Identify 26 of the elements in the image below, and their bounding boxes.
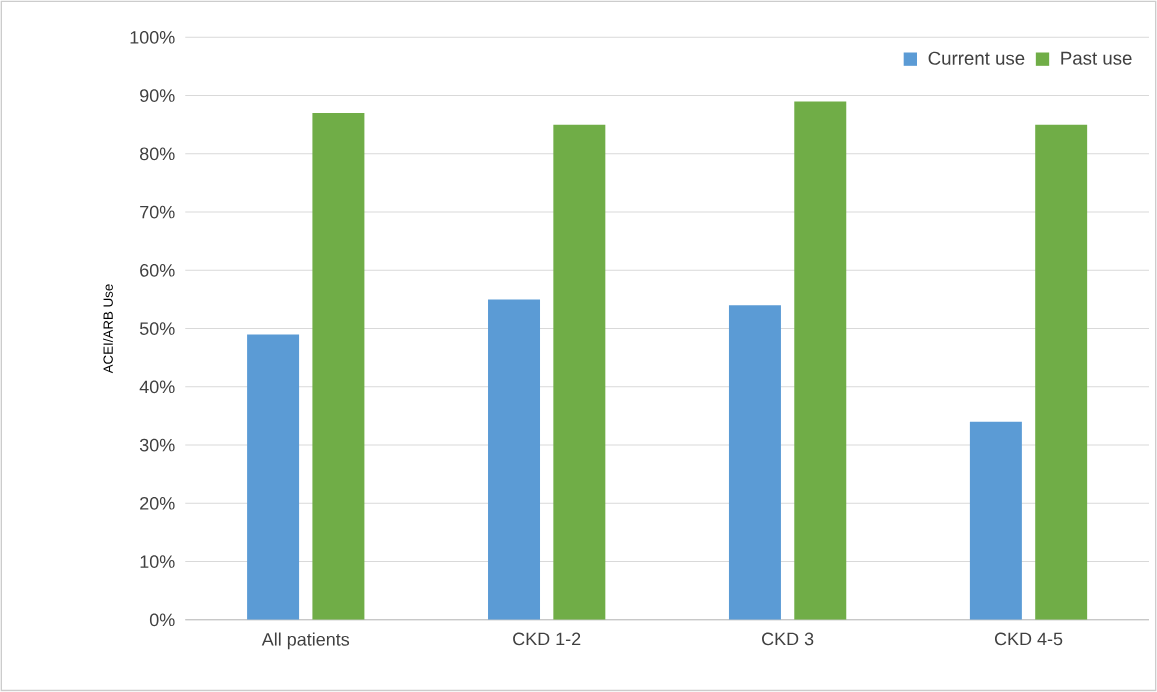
legend-label: Current use [928, 51, 1025, 65]
bar [794, 101, 847, 620]
y-tick-label: 70% [140, 205, 175, 219]
x-tick-label: CKD 4-5 [994, 632, 1063, 646]
y-axis-title: ACEI/ARB Use [103, 284, 113, 374]
bar [247, 334, 300, 620]
y-tick-label: 50% [139, 322, 175, 336]
x-tick-label: All patients [261, 632, 350, 650]
y-tick-label: 90% [140, 89, 175, 103]
y-tick-label: 100% [130, 31, 175, 44]
y-tick-label: 0% [149, 613, 175, 627]
y-tick-label: 20% [140, 497, 175, 510]
bar [728, 305, 781, 620]
x-tick-label: CKD 3 [762, 632, 814, 646]
y-tick-label: 40% [139, 380, 175, 394]
bar [969, 421, 1022, 620]
x-tick-label: CKD 1-2 [513, 632, 581, 646]
legend-label: Past use [1061, 51, 1132, 65]
bar [553, 124, 606, 620]
y-tick-label: 30% [139, 438, 175, 452]
bar [488, 299, 541, 620]
y-tick-label: 80% [140, 147, 175, 161]
y-tick-label: 60% [140, 264, 175, 277]
bar [1035, 124, 1088, 620]
bar [312, 113, 365, 620]
y-tick-label: 10% [140, 555, 175, 569]
